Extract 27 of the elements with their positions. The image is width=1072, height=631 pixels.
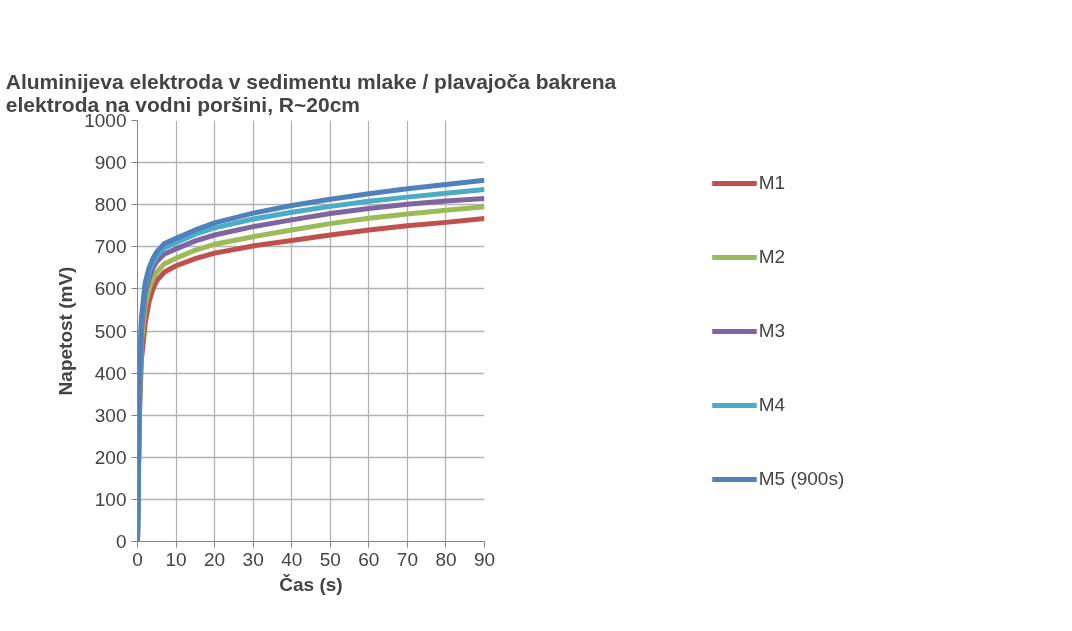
y-tick-label: 800 bbox=[94, 194, 127, 216]
legend-label: M3 bbox=[758, 319, 786, 342]
y-tick-label: 500 bbox=[94, 320, 127, 342]
x-tick-label: 90 bbox=[473, 548, 496, 570]
legend-label: M2 bbox=[758, 245, 786, 268]
x-tick-label: 80 bbox=[435, 548, 457, 570]
y-tick-label: 100 bbox=[94, 488, 127, 510]
legend-label: M1 bbox=[758, 171, 786, 194]
x-tick-label: 50 bbox=[319, 548, 341, 570]
x-tick-label: 20 bbox=[204, 548, 226, 570]
y-axis-title: Napetost (mV) bbox=[55, 266, 77, 396]
legend-label: M4 bbox=[758, 393, 786, 416]
y-tick-label: 200 bbox=[94, 446, 127, 468]
x-axis-title: Čas (s) bbox=[279, 573, 343, 595]
legend-label: M5 (900s) bbox=[758, 467, 845, 490]
x-tick-label: 10 bbox=[165, 548, 187, 570]
y-tick-label: 600 bbox=[94, 278, 127, 300]
x-tick-label: 60 bbox=[358, 548, 380, 570]
y-tick-label: 900 bbox=[94, 152, 127, 174]
x-tick-label: 40 bbox=[281, 548, 303, 570]
y-tick-label: 700 bbox=[94, 236, 127, 258]
y-tick-label: 0 bbox=[115, 531, 127, 552]
y-tick-label: 300 bbox=[94, 404, 127, 426]
y-tick-label: 400 bbox=[94, 362, 127, 384]
x-tick-label: 70 bbox=[396, 548, 418, 570]
x-tick-label: 30 bbox=[242, 548, 264, 570]
x-tick-label: 0 bbox=[132, 548, 143, 570]
